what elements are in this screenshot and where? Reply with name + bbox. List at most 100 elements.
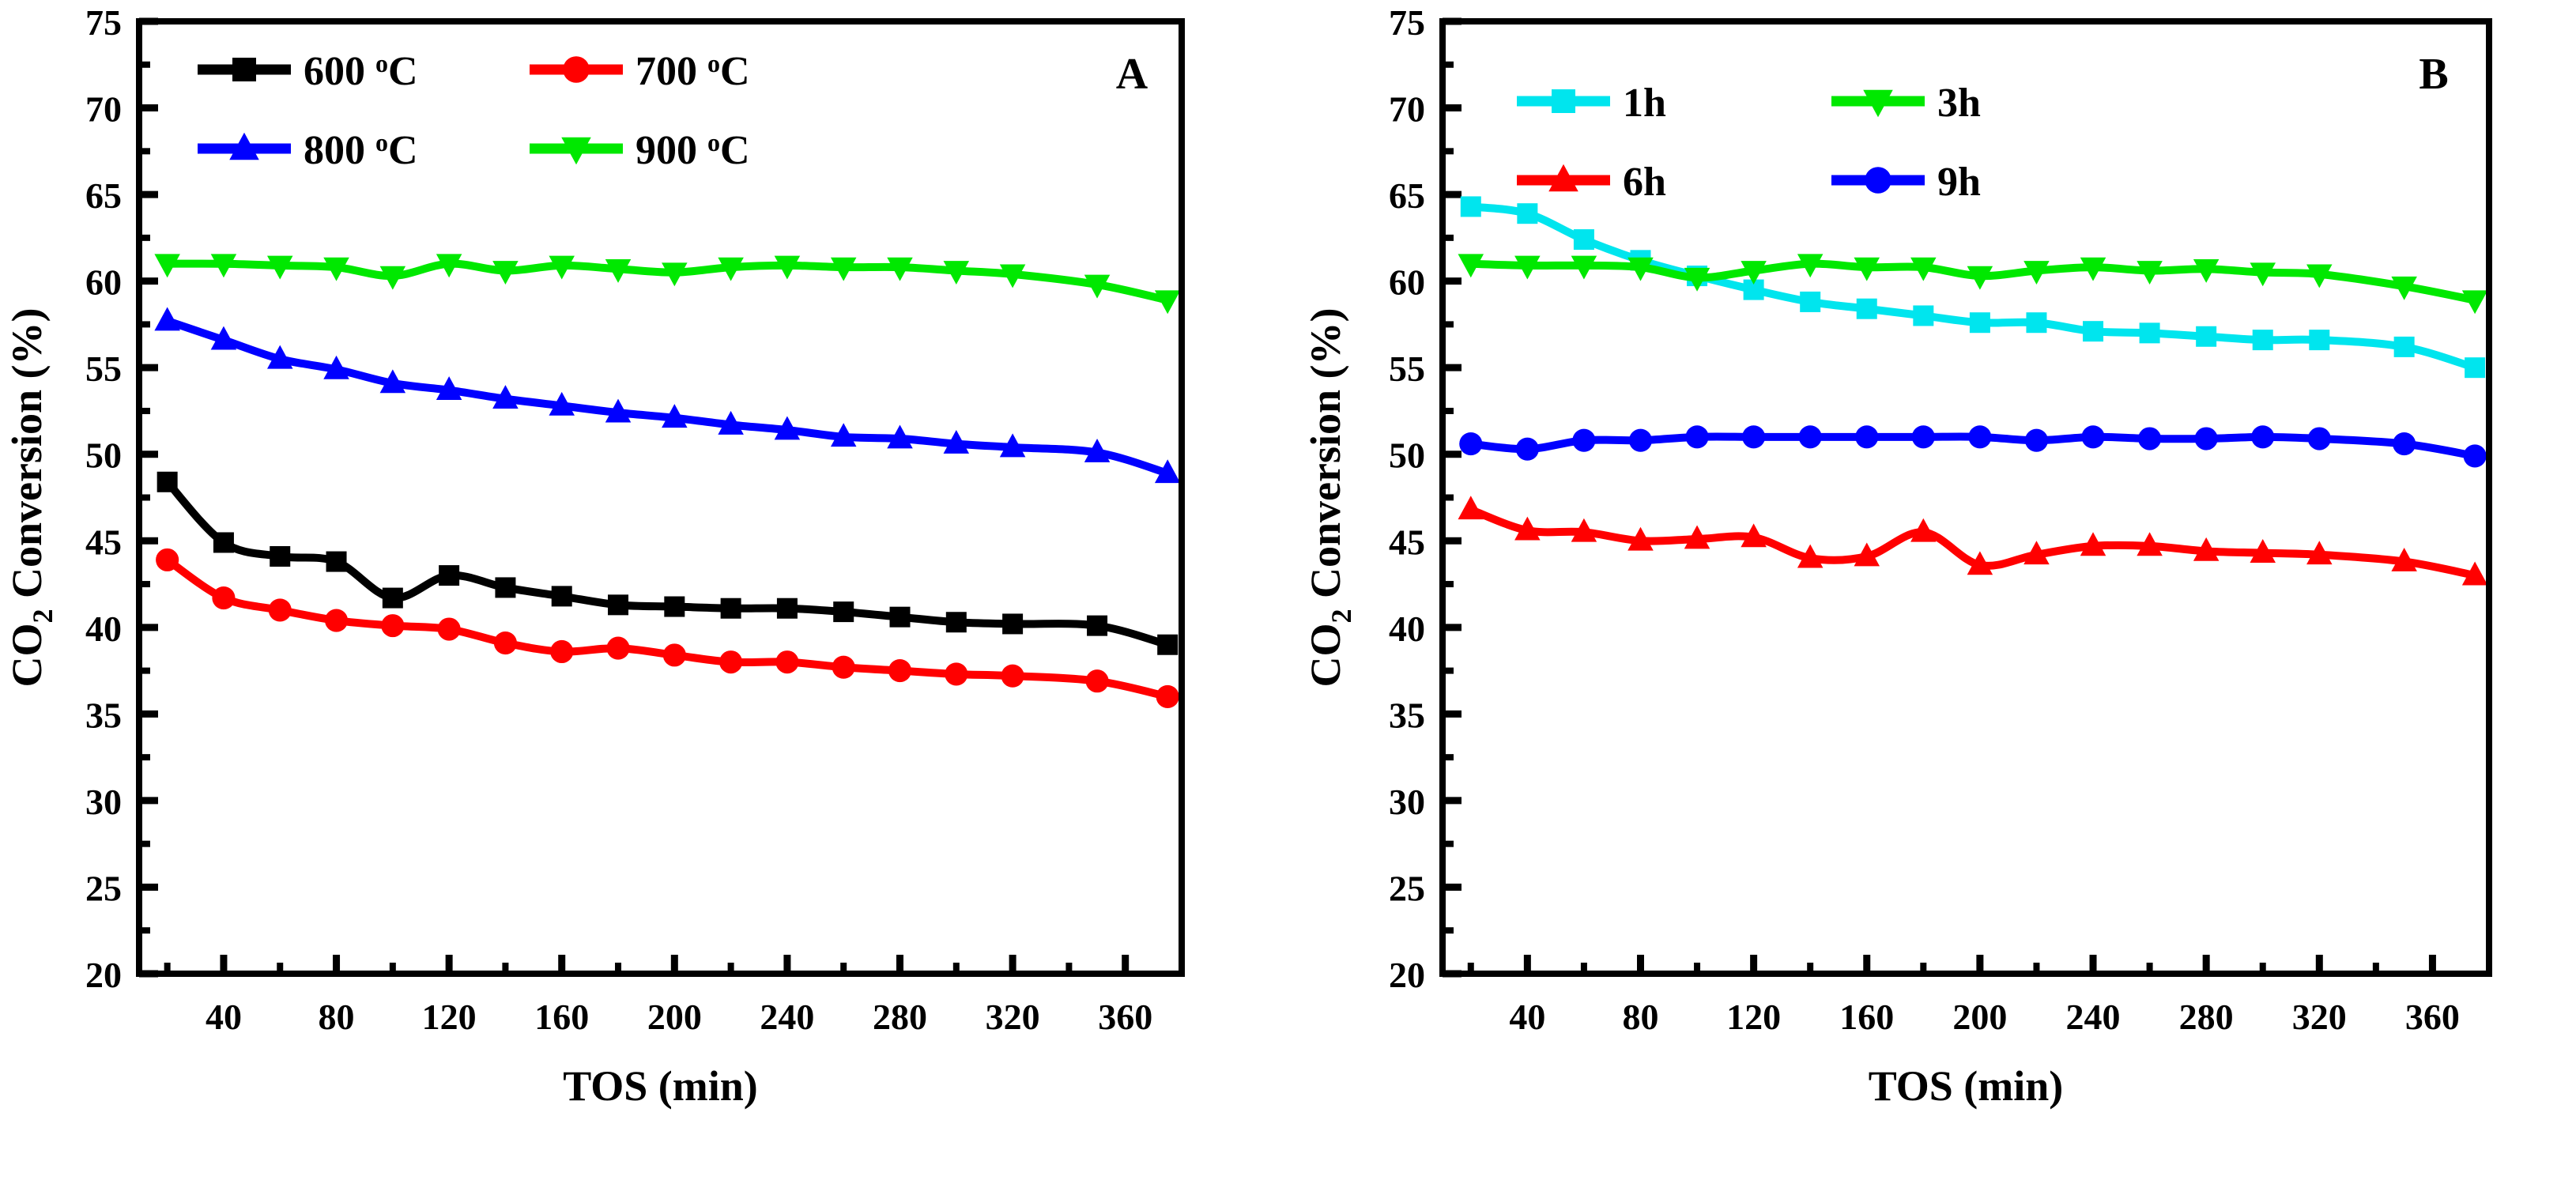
data-point-marker <box>1627 526 1654 551</box>
data-point-marker <box>2137 532 2163 556</box>
data-point-marker <box>830 423 857 447</box>
data-point-marker <box>608 594 629 616</box>
y-axis-tick-label: 70 <box>85 89 122 130</box>
data-point-marker <box>2024 428 2049 452</box>
chart-panel-b: 20 25 30 35 40 45 50 55 60 65 70 75 40 80 120 160 200 240… <box>1288 0 2575 1180</box>
x-axis-tick-label: 280 <box>873 997 927 1037</box>
data-point-marker <box>2306 541 2333 565</box>
x-axis-tick-label: 120 <box>1726 997 1781 1037</box>
data-point-marker <box>439 565 460 586</box>
data-point-marker <box>1856 298 1877 319</box>
data-point-marker <box>1460 196 1481 217</box>
data-point-marker <box>605 398 632 423</box>
data-point-marker <box>1514 516 1541 541</box>
x-axis-tick-label: 120 <box>422 997 477 1037</box>
data-point-marker <box>1863 89 1893 118</box>
data-point-marker <box>1910 518 1937 542</box>
data-point-marker <box>210 254 237 278</box>
data-point-marker <box>833 601 854 623</box>
x-axis-tick-label: 40 <box>206 997 242 1037</box>
data-point-marker <box>1911 425 1935 449</box>
legend-item[interactable]: 1h <box>1517 81 1666 126</box>
y-axis-tick-label: 70 <box>1389 89 1425 130</box>
data-point-marker <box>2194 427 2218 451</box>
data-point-marker <box>999 433 1026 458</box>
data-point-marker <box>2391 548 2417 571</box>
legend-item[interactable]: 9h <box>1831 160 1981 205</box>
data-point-marker <box>662 404 688 428</box>
data-point-marker <box>943 261 970 285</box>
data-point-marker <box>2393 336 2415 357</box>
data-point-marker <box>1742 425 1766 449</box>
data-point-marker <box>2080 257 2106 281</box>
y-axis-tick-label: 30 <box>85 782 122 822</box>
data-point-marker <box>326 551 347 572</box>
x-axis-tick-label: 200 <box>647 997 702 1037</box>
x-axis-tick-label: 320 <box>2292 997 2347 1037</box>
data-point-marker <box>1854 542 1880 567</box>
data-point-marker <box>606 636 630 660</box>
data-point-marker <box>1628 428 1653 452</box>
data-point-marker <box>1855 425 1879 449</box>
data-point-marker <box>1085 669 1109 693</box>
y-axis-tick-label: 40 <box>85 609 122 649</box>
x-axis-title: TOS (min) <box>1869 1062 2064 1110</box>
data-point-marker <box>1684 267 1710 292</box>
data-point-marker <box>832 655 855 679</box>
legend: 1h 3h 6h 9h <box>1517 81 1981 205</box>
data-point-marker <box>1854 257 1880 281</box>
data-point-marker <box>1548 164 1578 192</box>
y-axis-tick-label: 30 <box>1389 782 1425 822</box>
data-point-marker <box>2023 261 2050 285</box>
data-point-marker <box>156 548 179 571</box>
data-point-marker <box>720 598 741 619</box>
data-point-marker <box>2080 532 2106 556</box>
data-point-marker <box>232 58 256 81</box>
data-point-marker <box>1798 425 1822 449</box>
data-point-marker <box>2026 312 2047 334</box>
x-axis-tick-label: 200 <box>1952 997 2007 1037</box>
data-point-marker <box>830 257 857 281</box>
panel-letter: B <box>2419 50 2448 99</box>
data-point-marker <box>382 587 403 609</box>
data-point-marker <box>1797 544 1824 568</box>
y-axis-tick-label: 40 <box>1389 609 1425 649</box>
x-axis-tick-label: 240 <box>2066 997 2121 1037</box>
legend-item[interactable]: 600 oC <box>198 49 418 94</box>
data-point-marker <box>2306 264 2333 288</box>
chart-panel-a: 20 25 30 35 40 45 50 55 60 65 70 75 40 80 120 160 200 240… <box>3 2 1185 1110</box>
data-point-marker <box>1572 428 1596 452</box>
data-point-marker <box>1517 203 1538 224</box>
legend-item[interactable]: 3h <box>1831 81 1981 126</box>
data-point-marker <box>999 264 1026 288</box>
series-line <box>163 477 1172 649</box>
y-axis-tick-label: 75 <box>85 2 122 43</box>
data-point-marker <box>889 606 911 628</box>
data-point-marker <box>2391 276 2417 300</box>
data-point-marker <box>2137 261 2163 285</box>
legend-item[interactable]: 6h <box>1517 160 1666 205</box>
y-axis-title: CO2 Conversion (%) <box>3 308 58 688</box>
legend-item[interactable]: 800 oC <box>198 128 418 173</box>
series-9h <box>1459 425 2486 468</box>
y-axis-tick-label: 35 <box>1389 695 1425 735</box>
x-axis-tick-label: 160 <box>1839 997 1894 1037</box>
y-axis-tick-label: 35 <box>85 695 122 735</box>
data-point-marker <box>774 416 801 440</box>
legend-item[interactable]: 700 oC <box>530 49 750 94</box>
data-point-marker <box>1969 312 1990 334</box>
data-point-marker <box>2461 290 2486 315</box>
y-axis-tick-label: 65 <box>85 175 122 216</box>
data-point-marker <box>1685 425 1709 449</box>
data-point-marker <box>437 617 461 641</box>
series-600c <box>157 471 1179 655</box>
data-point-marker <box>1910 257 1937 281</box>
data-point-marker <box>2251 425 2275 449</box>
data-point-marker <box>718 410 744 435</box>
x-axis-tick-label: 360 <box>2405 997 2460 1037</box>
legend-label: 600 oC <box>304 49 418 94</box>
y-axis-tick-label: 50 <box>1389 435 1425 476</box>
data-point-marker <box>1968 425 1992 449</box>
data-point-marker <box>323 355 349 379</box>
legend-item[interactable]: 900 oC <box>530 128 750 173</box>
